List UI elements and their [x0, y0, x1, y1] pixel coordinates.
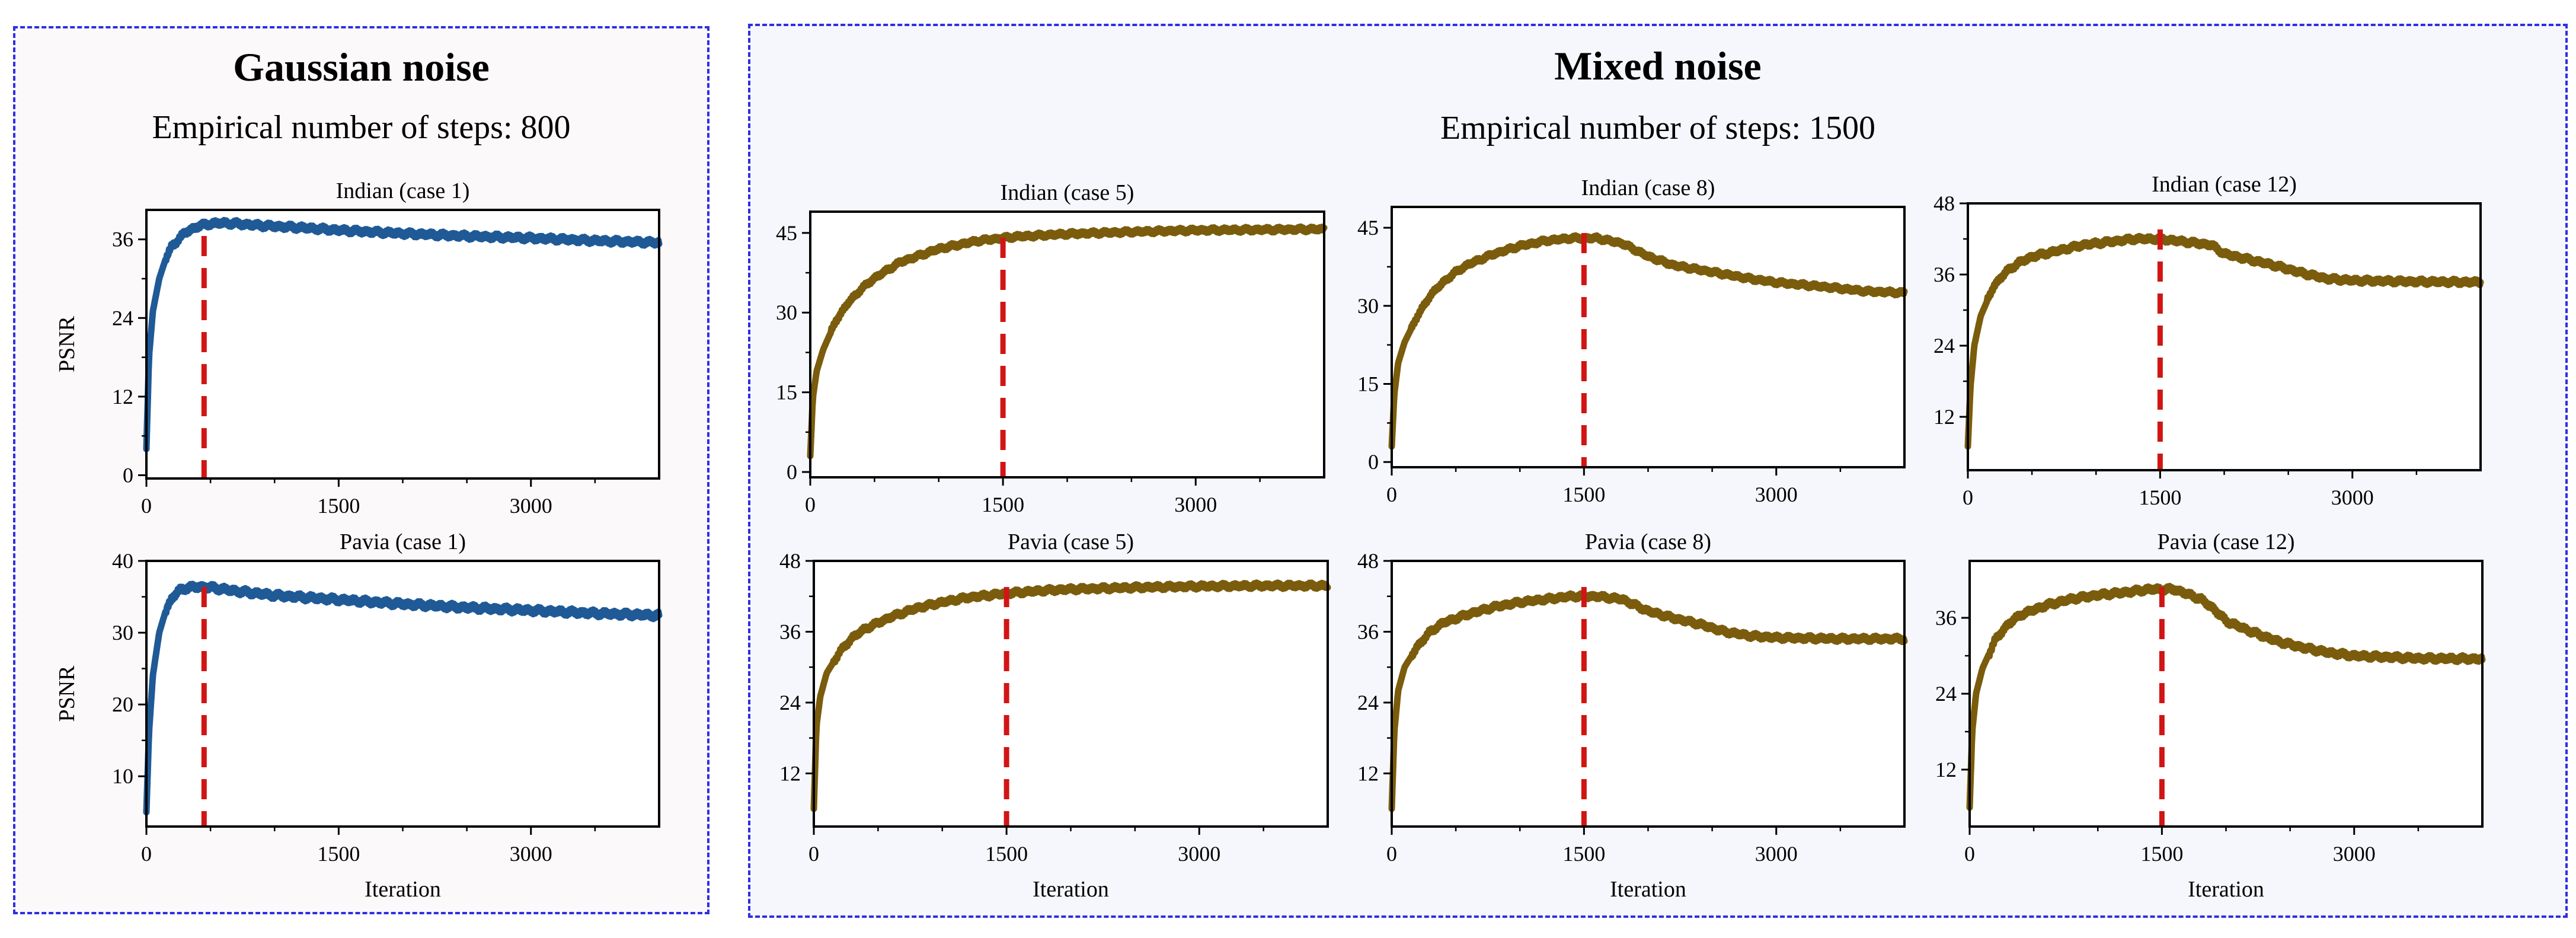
- x-tick-label: 3000: [1755, 483, 1798, 506]
- psnr-series-line: [143, 580, 663, 816]
- y-tick-label: 45: [776, 221, 797, 245]
- y-tick-label: 48: [1357, 549, 1379, 573]
- x-tick-label: 0: [808, 842, 819, 866]
- mixed-panel-title: Mixed noise: [1554, 43, 1762, 88]
- gaussian-panel-title: Gaussian noise: [233, 44, 490, 90]
- subplot-title: Pavia (case 12): [2157, 529, 2294, 554]
- x-tick-label: 0: [805, 493, 816, 516]
- subplot-title: Pavia (case 5): [1008, 529, 1134, 554]
- y-tick-label: 45: [1357, 216, 1379, 240]
- mixed-panel-subtitle: Empirical number of steps: 1500: [1440, 110, 1876, 146]
- psnr-series-line: [143, 216, 663, 452]
- x-tick-label: 0: [1386, 483, 1397, 506]
- subplot-title: Pavia (case 8): [1585, 529, 1711, 554]
- y-tick-label: 36: [779, 620, 801, 643]
- x-tick-label: 0: [1386, 842, 1397, 866]
- y-tick-label: 36: [112, 228, 133, 251]
- x-tick-label: 1500: [985, 842, 1028, 866]
- plot-area: [146, 210, 659, 478]
- y-tick-label: 30: [112, 621, 133, 645]
- y-tick-label: 15: [1357, 372, 1379, 396]
- y-tick-label: 0: [787, 460, 797, 484]
- x-tick-label: 0: [1964, 842, 1975, 866]
- psnr-series-line: [810, 579, 1331, 812]
- psnr-series-line: [1966, 583, 2486, 811]
- y-tick-label: 36: [1357, 620, 1379, 643]
- x-tick-label: 1500: [2140, 842, 2183, 866]
- y-tick-label: 24: [1357, 691, 1379, 714]
- x-tick-label: 3000: [2331, 486, 2374, 509]
- y-tick-label: 20: [112, 693, 133, 716]
- y-tick-label: 30: [1357, 294, 1379, 318]
- x-tick-label: 1500: [317, 494, 360, 518]
- y-tick-label: 0: [123, 463, 133, 487]
- psnr-series-line: [807, 223, 1328, 460]
- y-tick-label: 12: [112, 385, 133, 409]
- x-tick-label: 3000: [510, 494, 552, 518]
- plot-area: [1392, 207, 1904, 467]
- plot-area: [814, 561, 1328, 827]
- y-tick-label: 24: [1935, 682, 1957, 706]
- y-axis-label: PSNR: [55, 315, 79, 372]
- y-tick-label: 12: [1933, 405, 1955, 429]
- y-tick-label: 36: [1933, 263, 1955, 286]
- x-tick-label: 1500: [1562, 483, 1605, 506]
- psnr-series-line: [1388, 232, 1908, 450]
- plot-area: [1968, 203, 2481, 470]
- subplot-title: Indian (case 8): [1581, 176, 1715, 200]
- psnr-series-line: [1964, 232, 2484, 450]
- plot-area: [810, 212, 1324, 477]
- plot-area: [1392, 561, 1904, 827]
- x-tick-label: 1500: [1562, 842, 1605, 866]
- subplot-title: Indian (case 1): [336, 178, 470, 203]
- y-tick-label: 24: [779, 691, 801, 714]
- x-tick-label: 1500: [317, 842, 360, 866]
- x-tick-label: 3000: [2333, 842, 2376, 866]
- y-tick-label: 24: [112, 306, 133, 330]
- y-tick-label: 10: [112, 764, 133, 788]
- y-tick-label: 0: [1368, 450, 1379, 474]
- x-tick-label: 3000: [510, 842, 552, 866]
- x-axis-label: Iteration: [365, 877, 441, 902]
- x-tick-label: 1500: [2139, 486, 2181, 509]
- y-tick-label: 36: [1935, 606, 1957, 630]
- y-tick-label: 12: [1935, 758, 1957, 781]
- x-tick-label: 0: [1963, 486, 1973, 509]
- x-tick-label: 0: [141, 842, 152, 866]
- x-tick-label: 3000: [1174, 493, 1217, 516]
- x-tick-label: 3000: [1178, 842, 1220, 866]
- y-tick-label: 12: [779, 761, 801, 785]
- subplot-title: Indian (case 5): [1001, 180, 1134, 205]
- y-tick-label: 12: [1357, 761, 1379, 785]
- subplot-title: Pavia (case 1): [340, 529, 466, 554]
- x-tick-label: 1500: [982, 493, 1024, 516]
- y-axis-label: PSNR: [55, 665, 79, 722]
- y-tick-label: 48: [779, 549, 801, 573]
- y-tick-label: 15: [776, 381, 797, 404]
- subplot-title: Indian (case 12): [2152, 172, 2297, 197]
- x-axis-label: Iteration: [1033, 877, 1109, 902]
- gaussian-panel-subtitle: Empirical number of steps: 800: [152, 109, 571, 146]
- y-tick-label: 30: [776, 301, 797, 324]
- y-tick-label: 40: [112, 549, 133, 573]
- y-tick-label: 48: [1933, 192, 1955, 215]
- x-axis-label: Iteration: [1610, 877, 1686, 902]
- x-tick-label: 3000: [1755, 842, 1798, 866]
- x-tick-label: 0: [141, 494, 152, 518]
- x-axis-label: Iteration: [2188, 877, 2264, 902]
- y-tick-label: 24: [1933, 334, 1955, 358]
- psnr-series-line: [1388, 590, 1908, 812]
